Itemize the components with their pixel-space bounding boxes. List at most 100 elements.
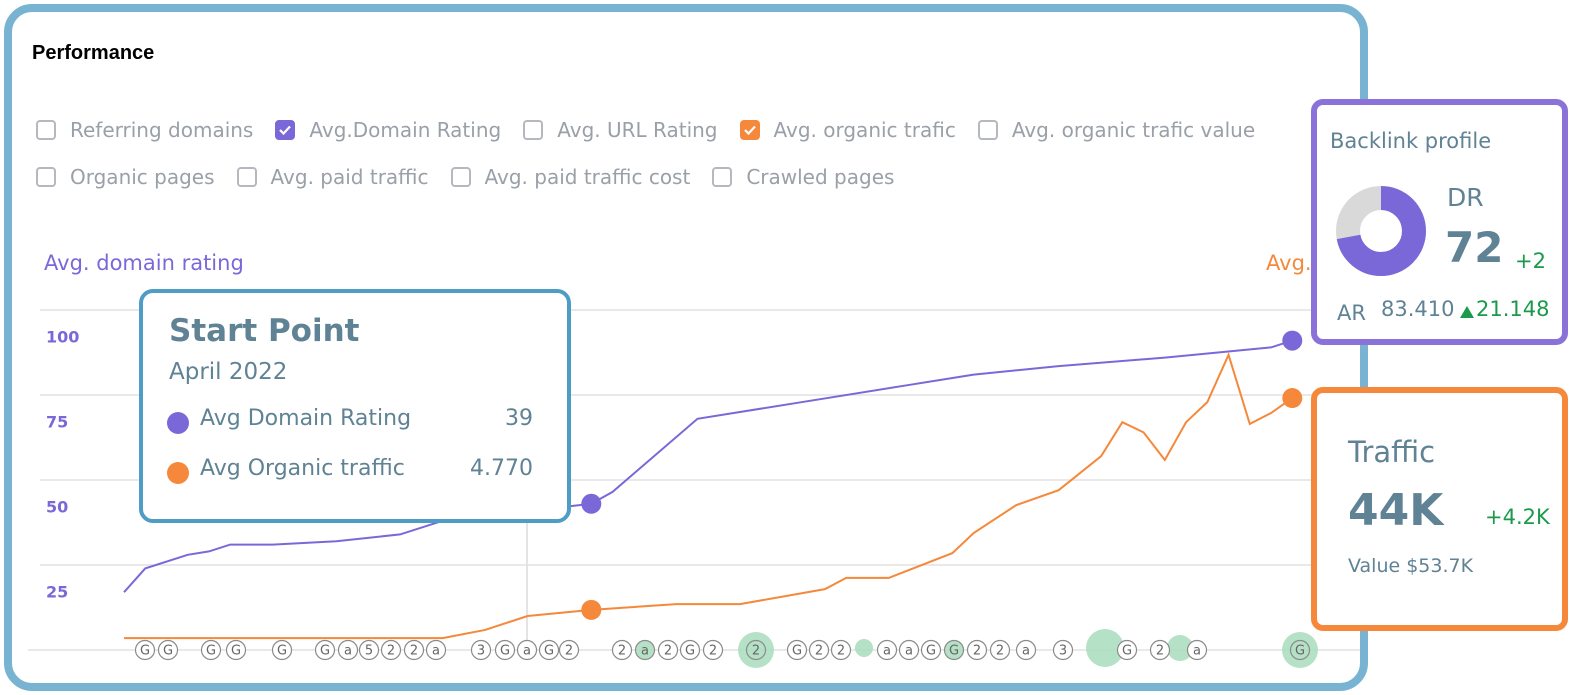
checkbox[interactable] [36,167,56,187]
option[interactable]: Referring domains [36,118,253,142]
annotation-marker [634,639,656,661]
ar-value: 83.410 [1381,297,1455,321]
checkbox[interactable] [523,120,544,140]
annotation-marker [337,639,359,661]
checkbox[interactable] [36,120,56,140]
checkbox[interactable] [450,167,471,187]
annotation-label: G [1295,644,1305,659]
annotation-marker [134,639,156,661]
annotation-marker [200,639,222,661]
annotation-label: G [277,644,287,659]
annotation-marker [314,639,336,661]
checkbox[interactable] [275,120,296,140]
option-label[interactable]: Avg.Domain Rating [309,118,502,142]
option-label[interactable]: Avg. organic trafic value [1011,118,1256,142]
option[interactable]: Crawled pages [712,165,894,189]
option[interactable]: Avg. paid traffic cost [450,165,691,189]
annotation-label: 2 [815,644,823,659]
annotation-label: 2 [709,644,717,659]
event-blob [1086,629,1124,667]
annotation-label: G [685,644,695,659]
annotation-marker [920,639,942,661]
annotation-marker [225,639,247,661]
legend-dot [167,462,189,484]
option-label[interactable]: Crawled pages [746,165,895,189]
annotation-marker [1186,639,1208,661]
x-tick-label: May 2023 [786,681,865,692]
option-row: Organic pages Avg. paid traffic Avg. paid … [36,165,894,189]
annotation-label: 2 [565,644,573,659]
annotation-label: 3 [1059,644,1067,659]
ar-change: 21.148 [1476,297,1550,321]
annotation-label: G [231,644,241,659]
annotation-marker [1015,639,1037,661]
option[interactable]: Avg. paid traffic [236,165,429,189]
option-label[interactable]: Avg. URL Rating [557,118,718,142]
checkbox[interactable] [236,167,257,187]
legend-dot [167,412,189,434]
annotation-label: G [163,644,173,659]
checkbox[interactable] [712,167,733,187]
annotation-marker [271,639,293,661]
annotation-label: G [926,644,936,659]
option-label[interactable]: Avg. paid traffic cost [484,165,691,189]
annotation-label: 2 [752,644,760,659]
option-label[interactable]: Avg. organic trafic [773,118,956,142]
annotation-marker [494,639,516,661]
annotation-label: 2 [410,644,418,659]
tooltip: Start Point April 2022 Avg Domain Rating… [139,289,571,523]
point-dot [581,599,602,620]
annotation-label: 2 [664,644,672,659]
annotation-marker [380,639,402,661]
option[interactable]: Avg. URL Rating [523,118,718,142]
annotation-marker [745,639,767,661]
annotation-label: G [949,644,959,659]
x-tick-label: Sep 2024 [1127,681,1203,692]
annotation-label: 2 [837,644,845,659]
traffic-cost: Value $53.7K [1348,555,1474,577]
traffic-change: +4.2K [1485,505,1550,529]
annotation-label: 2 [1156,644,1164,659]
annotation-label: a [905,644,913,659]
event-blob [1282,632,1318,668]
up-arrow [1460,306,1474,318]
event-blob [1167,635,1193,661]
dr-value: 72 [1445,223,1504,272]
annotation-marker [558,639,580,661]
annotation-label: 2 [996,644,1004,659]
series-line [124,352,1293,640]
annotation-marker [516,639,538,661]
annotation-marker [702,639,724,661]
annotation-marker [657,639,679,661]
annotation-marker [538,639,560,661]
event-blob [636,641,654,659]
checkbox[interactable] [977,120,998,140]
annotation-label: a [523,644,531,659]
annotation-marker [966,639,988,661]
point-dot [1282,388,1303,409]
option[interactable]: Avg. organic trafic value [977,118,1256,142]
dr-label: DR [1447,183,1484,212]
annotation-marker [1289,639,1311,661]
option[interactable]: Avg. organic trafic [739,118,956,142]
annotation-marker [808,639,830,661]
tooltip-row-value: 4.770 [470,456,533,481]
option-label[interactable]: Referring domains [70,118,254,142]
checkbox[interactable] [739,120,760,140]
traffic-card: Traffic 44K +4.2K Value $53.7K [1311,387,1568,631]
annotation-marker [1149,639,1171,661]
annotation-marker [830,639,852,661]
point-dot [1282,330,1303,351]
option[interactable]: Avg.Domain Rating [275,118,501,142]
annotation-marker [989,639,1011,661]
option-label[interactable]: Avg. paid traffic [270,165,429,189]
event-blob [738,632,774,668]
check-mark [279,125,292,136]
annotation-marker [425,639,447,661]
option[interactable]: Organic pages [36,165,215,189]
annotation-label: G [206,644,216,659]
x-tick-label: Jan 2022 [449,681,520,692]
option-label[interactable]: Organic pages [70,165,215,189]
annotation-label: G [500,644,510,659]
annotation-label: a [641,644,649,659]
